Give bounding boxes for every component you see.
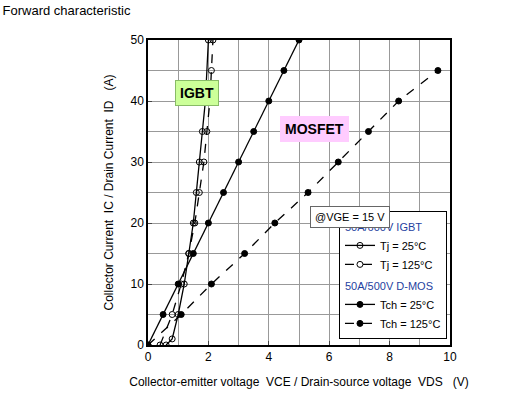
svg-text:2: 2 [205, 350, 212, 364]
svg-text:10: 10 [130, 277, 144, 291]
svg-text:50: 50 [130, 33, 144, 47]
svg-text:50A/600V IGBT: 50A/600V IGBT [345, 221, 422, 233]
svg-text:Collector Current IC / Drain: Collector Current IC / Drain Current ID … [102, 74, 116, 310]
svg-text:8: 8 [386, 350, 393, 364]
svg-text:6: 6 [326, 350, 333, 364]
svg-text:MOSFET: MOSFET [285, 121, 344, 137]
svg-text:0: 0 [137, 338, 144, 352]
svg-text:20: 20 [130, 216, 144, 230]
svg-text:IGBT: IGBT [180, 85, 214, 101]
svg-text:Tj = 125°C: Tj = 125°C [380, 259, 432, 271]
svg-text:Tch = 25°C: Tch = 25°C [380, 299, 434, 311]
svg-text:10: 10 [443, 350, 457, 364]
svg-text:0: 0 [145, 350, 152, 364]
svg-text:Collector-emitter voltage VCE: Collector-emitter voltage VCE / Drain-so… [129, 375, 468, 389]
svg-text:4: 4 [265, 350, 272, 364]
svg-text:@VGE = 15 V: @VGE = 15 V [315, 211, 385, 223]
svg-text:Tch = 125°C: Tch = 125°C [380, 318, 440, 330]
svg-text:Tj = 25°C: Tj = 25°C [380, 240, 426, 252]
svg-text:40: 40 [130, 94, 144, 108]
svg-text:30: 30 [130, 155, 144, 169]
svg-text:Forward characteristic: Forward characteristic [3, 3, 131, 18]
svg-text:50A/500V D-MOS: 50A/500V D-MOS [345, 280, 433, 292]
